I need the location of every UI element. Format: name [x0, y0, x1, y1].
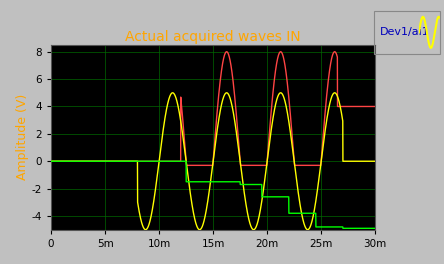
- Title: Actual acquired waves IN: Actual acquired waves IN: [125, 30, 301, 44]
- Y-axis label: Amplitude (V): Amplitude (V): [16, 94, 29, 180]
- Text: Dev1/ai1: Dev1/ai1: [380, 27, 429, 37]
